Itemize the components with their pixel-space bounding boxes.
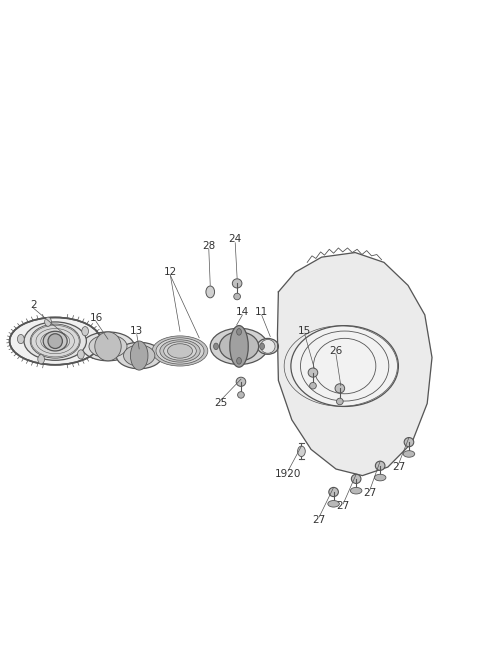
Ellipse shape: [219, 332, 259, 361]
Ellipse shape: [210, 328, 268, 365]
Ellipse shape: [160, 340, 200, 362]
Circle shape: [82, 327, 88, 336]
Ellipse shape: [291, 325, 398, 407]
Ellipse shape: [95, 332, 121, 361]
Ellipse shape: [156, 338, 204, 364]
Text: 12: 12: [164, 267, 177, 277]
Circle shape: [237, 329, 241, 335]
Ellipse shape: [308, 368, 318, 377]
Ellipse shape: [336, 398, 343, 405]
Ellipse shape: [131, 341, 148, 370]
Ellipse shape: [168, 344, 192, 358]
Text: 27: 27: [392, 462, 405, 472]
Circle shape: [206, 286, 215, 298]
Circle shape: [214, 343, 218, 350]
Ellipse shape: [404, 438, 414, 447]
Ellipse shape: [82, 332, 134, 361]
Text: 25: 25: [214, 398, 228, 409]
Ellipse shape: [152, 336, 208, 366]
Circle shape: [237, 358, 241, 364]
Ellipse shape: [236, 377, 246, 386]
Text: 28: 28: [202, 241, 216, 251]
Ellipse shape: [328, 501, 339, 507]
Ellipse shape: [351, 474, 361, 483]
Ellipse shape: [164, 342, 196, 360]
Ellipse shape: [232, 279, 242, 288]
Circle shape: [78, 350, 84, 359]
Text: 26: 26: [329, 346, 343, 356]
Ellipse shape: [234, 293, 240, 300]
Ellipse shape: [30, 324, 80, 358]
Text: 24: 24: [228, 234, 242, 245]
Ellipse shape: [230, 325, 248, 367]
Ellipse shape: [335, 384, 345, 393]
Ellipse shape: [329, 487, 338, 497]
Text: 16: 16: [89, 313, 103, 323]
Ellipse shape: [123, 345, 155, 366]
Text: 11: 11: [255, 306, 268, 317]
Polygon shape: [277, 253, 432, 476]
Ellipse shape: [116, 342, 162, 369]
Text: 27: 27: [312, 514, 326, 525]
Ellipse shape: [403, 451, 415, 457]
Ellipse shape: [257, 338, 278, 354]
Ellipse shape: [375, 461, 385, 470]
Text: 14: 14: [236, 306, 249, 317]
Ellipse shape: [238, 392, 244, 398]
Text: 15: 15: [298, 326, 312, 337]
Ellipse shape: [310, 382, 316, 389]
Ellipse shape: [43, 331, 67, 351]
Ellipse shape: [48, 334, 62, 348]
Ellipse shape: [350, 487, 362, 494]
Circle shape: [38, 355, 45, 364]
Ellipse shape: [374, 474, 386, 481]
Ellipse shape: [10, 318, 101, 365]
Text: 2: 2: [30, 300, 37, 310]
Text: 27: 27: [336, 501, 350, 512]
Ellipse shape: [89, 335, 127, 358]
Ellipse shape: [261, 340, 275, 353]
Circle shape: [45, 317, 51, 326]
Circle shape: [298, 446, 305, 457]
Text: 27: 27: [363, 488, 376, 499]
Text: 13: 13: [130, 326, 144, 337]
Text: 1920: 1920: [275, 468, 301, 479]
Circle shape: [260, 343, 264, 350]
Ellipse shape: [24, 322, 86, 360]
Circle shape: [17, 335, 24, 344]
